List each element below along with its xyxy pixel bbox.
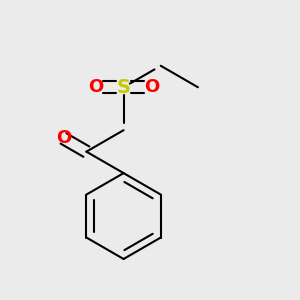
Text: O: O	[144, 78, 159, 96]
Text: O: O	[88, 78, 103, 96]
Text: S: S	[117, 78, 130, 97]
Text: O: O	[56, 129, 71, 147]
